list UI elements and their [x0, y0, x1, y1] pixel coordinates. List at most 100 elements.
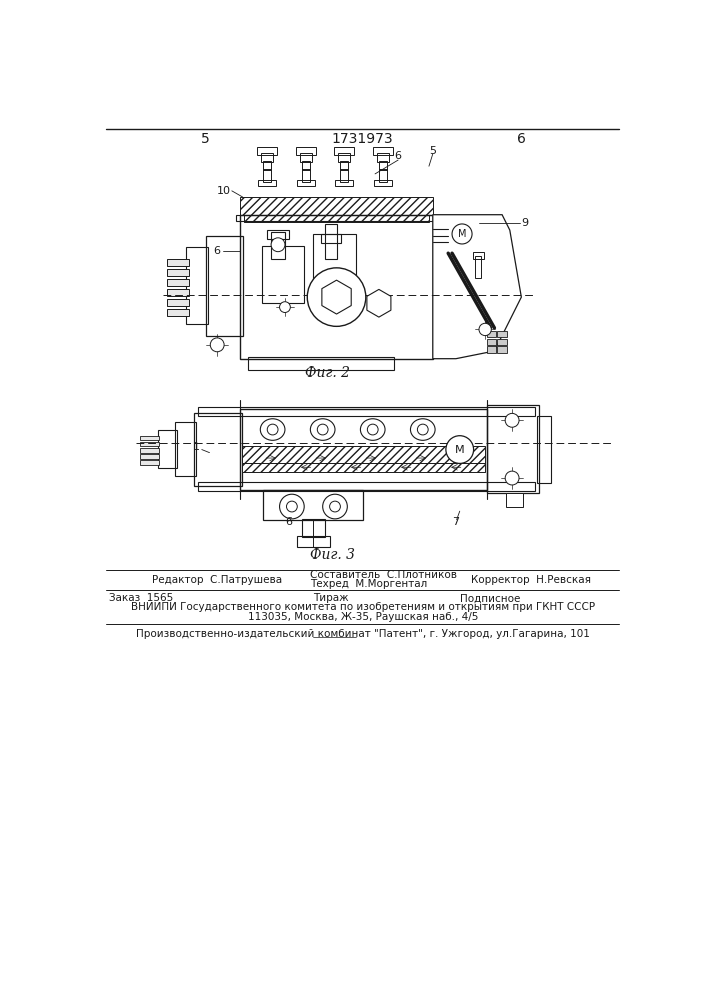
Bar [267, 230, 288, 239]
Text: Подписное: Подписное [460, 593, 520, 603]
Bar [321, 234, 341, 243]
Circle shape [329, 501, 340, 512]
Text: Фиг. 3: Фиг. 3 [310, 548, 355, 562]
Bar [158, 430, 177, 468]
Bar [335, 180, 354, 186]
Bar [302, 169, 310, 182]
Bar [264, 490, 363, 520]
Circle shape [267, 424, 278, 435]
Text: 6: 6 [214, 246, 221, 256]
Bar [340, 169, 348, 182]
Bar [167, 309, 189, 316]
Bar [258, 180, 276, 186]
Bar [140, 442, 158, 446]
Bar [198, 407, 535, 416]
Bar [140, 454, 158, 459]
Text: 6: 6 [286, 517, 292, 527]
Text: 9: 9 [521, 218, 528, 228]
Bar [240, 197, 433, 215]
Polygon shape [367, 289, 391, 317]
Bar [313, 234, 356, 296]
Bar [473, 252, 484, 259]
Circle shape [317, 424, 328, 435]
Bar [498, 331, 507, 337]
Text: ВНИИПИ Государственного комитета по изобретениям и открытиям при ГКНТ СССР: ВНИИПИ Государственного комитета по изоб… [131, 602, 595, 612]
Bar [302, 519, 325, 537]
Bar [498, 346, 507, 353]
Text: Составитель  С.Плотников: Составитель С.Плотников [310, 570, 457, 580]
Bar [240, 215, 433, 359]
Text: М: М [458, 229, 467, 239]
Circle shape [308, 268, 366, 326]
Bar [475, 256, 481, 278]
Bar [296, 536, 330, 547]
Bar [271, 232, 285, 259]
Bar [377, 153, 389, 162]
Bar [300, 153, 312, 162]
Circle shape [479, 323, 491, 336]
Ellipse shape [260, 419, 285, 440]
Circle shape [417, 424, 428, 435]
Polygon shape [433, 215, 521, 359]
Bar [302, 161, 310, 170]
Text: М: М [455, 445, 464, 455]
Ellipse shape [310, 419, 335, 440]
Bar [340, 161, 348, 170]
Bar [244, 215, 429, 222]
Text: Заказ  1565: Заказ 1565 [110, 593, 174, 603]
Bar [498, 339, 507, 345]
Circle shape [333, 293, 340, 301]
Bar [248, 357, 395, 370]
Text: 5: 5 [201, 132, 210, 146]
Bar [486, 339, 496, 345]
Bar [140, 448, 158, 453]
Text: 7: 7 [452, 517, 460, 527]
Polygon shape [322, 280, 351, 314]
Bar [236, 215, 437, 221]
Bar [486, 346, 496, 353]
Bar [537, 416, 551, 483]
Bar [140, 460, 158, 465]
Bar [187, 247, 208, 324]
Text: Корректор  Н.Ревская: Корректор Н.Ревская [472, 575, 591, 585]
Bar [334, 147, 354, 155]
Bar [167, 279, 189, 286]
Text: Редактор  С.Патрушева: Редактор С.Патрушева [152, 575, 282, 585]
Circle shape [271, 238, 285, 252]
Bar [262, 246, 304, 303]
Bar [379, 161, 387, 170]
Circle shape [506, 413, 519, 427]
Text: 6: 6 [395, 151, 402, 161]
Bar [167, 269, 189, 276]
Bar [264, 169, 271, 182]
Bar [242, 463, 485, 472]
Bar [242, 446, 485, 463]
Bar [296, 147, 316, 155]
Circle shape [279, 302, 291, 312]
Circle shape [368, 424, 378, 435]
Bar [167, 299, 189, 306]
Text: Тираж: Тираж [313, 593, 349, 603]
Ellipse shape [411, 419, 435, 440]
Bar [194, 413, 242, 486]
Bar [296, 180, 315, 186]
Text: Фиг. 2: Фиг. 2 [305, 366, 350, 380]
Bar [264, 161, 271, 170]
Bar [167, 259, 189, 266]
Circle shape [333, 293, 340, 301]
Ellipse shape [361, 419, 385, 440]
Bar [198, 482, 535, 491]
Bar [486, 331, 496, 337]
Circle shape [210, 338, 224, 352]
Text: 5: 5 [429, 146, 436, 156]
Circle shape [506, 471, 519, 485]
Text: 6: 6 [517, 132, 526, 146]
Circle shape [446, 436, 474, 463]
Circle shape [452, 224, 472, 244]
Text: 113035, Москва, Ж-35, Раушская наб., 4/5: 113035, Москва, Ж-35, Раушская наб., 4/5 [247, 612, 478, 622]
Text: 10: 10 [217, 186, 231, 196]
Text: Техред  М.Моргентал: Техред М.Моргентал [310, 579, 427, 589]
Bar [261, 153, 274, 162]
Bar [325, 224, 337, 259]
Circle shape [279, 494, 304, 519]
